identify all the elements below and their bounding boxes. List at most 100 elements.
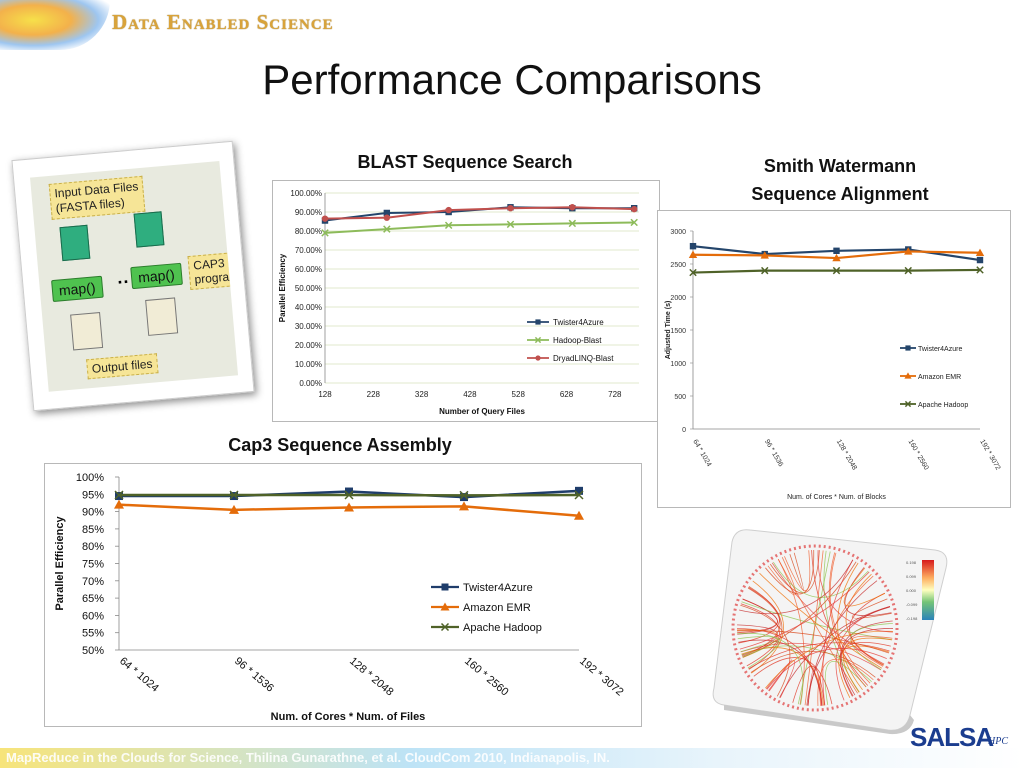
- x-tick-label: 192 * 3072: [978, 439, 1001, 472]
- data-point: [440, 622, 450, 632]
- legend-entry: Twister4Azure: [900, 345, 962, 353]
- y-tick-label: 60.00%: [295, 265, 322, 274]
- data-point: [568, 219, 577, 228]
- circos-link: [844, 567, 892, 617]
- data-point: [575, 486, 583, 495]
- legend-entry: Amazon EMR: [900, 372, 961, 381]
- data-point-stroke: [568, 219, 577, 228]
- circos-link: [839, 642, 891, 697]
- data-point-stroke: [534, 336, 542, 344]
- y-tick-label: 30.00%: [295, 322, 322, 331]
- circos-link: [765, 550, 815, 595]
- data-point-stroke: [689, 268, 697, 277]
- legend-entry: Amazon EMR: [431, 602, 531, 614]
- y-tick-label: 20.00%: [295, 341, 322, 350]
- legend-label: Apache Hadoop: [918, 402, 968, 409]
- data-point: [506, 220, 515, 229]
- y-tick-label: 100%: [76, 472, 104, 484]
- data-point: [904, 400, 912, 408]
- circos-link: [738, 639, 823, 706]
- y-tick-label: 55%: [82, 628, 104, 640]
- cap3-chart-panel: 50% 55% 60% 65% 70% 75% 80% 85% 90% 95% 100% 64 * 1…: [44, 463, 642, 727]
- x-tick-label: 428: [463, 390, 477, 399]
- x-axis-label: Num. of Cores * Num. of Files: [271, 711, 426, 723]
- data-point: [904, 372, 912, 379]
- data-point: [689, 268, 697, 277]
- circos-link: [767, 557, 796, 596]
- data-point: [535, 355, 541, 361]
- x-tick-label: 328: [415, 390, 429, 399]
- circos-link: [750, 651, 876, 678]
- data-point: [460, 493, 468, 502]
- circos-link: [824, 661, 867, 706]
- circos-link: [843, 567, 886, 607]
- data-point: [114, 499, 124, 509]
- y-tick-label: 80.00%: [295, 227, 322, 236]
- data-point: [507, 205, 514, 212]
- data-point-stroke: [574, 490, 584, 500]
- footer-citation: MapReduce in the Clouds for Science, Thi…: [6, 750, 610, 765]
- x-tick-label: 728: [608, 390, 622, 399]
- data-point: [440, 602, 450, 611]
- legend-label: Twister4Azure: [553, 318, 604, 327]
- data-point-stroke: [321, 229, 329, 237]
- legend-entry: DryadLINQ-Blast: [527, 354, 614, 363]
- series-line: [324, 221, 635, 234]
- series-apache-hadoop: [114, 490, 584, 500]
- x-tick-label: 528: [512, 390, 526, 399]
- circos-link: [842, 637, 893, 693]
- x-tick-label: 192 * 3072: [577, 655, 625, 698]
- x-tick-label: 64 * 1024: [691, 439, 712, 469]
- logo-graphic: [0, 0, 110, 50]
- data-point: [114, 490, 124, 500]
- circos-link: [804, 550, 824, 706]
- data-point: [229, 490, 239, 500]
- data-point: [904, 266, 912, 275]
- data-point: [383, 209, 391, 217]
- data-point: [760, 251, 769, 259]
- scale-label: 0.198: [906, 560, 917, 565]
- data-point: [761, 266, 769, 275]
- blast-chart-panel: 0.00% 10.00% 20.00% 30.00% 40.00% 50.00% 60.00…: [272, 180, 660, 422]
- circos-link: [771, 562, 885, 665]
- circos-link: [828, 552, 867, 688]
- y-tick-label: 0.00%: [299, 379, 322, 388]
- x-tick-label: 628: [560, 390, 574, 399]
- circos-link: [851, 598, 892, 619]
- legend-entry: Apache Hadoop: [900, 400, 968, 409]
- circos-link: [741, 601, 893, 641]
- cap3-chart: 50% 55% 60% 65% 70% 75% 80% 85% 90% 95% 100% 64 * 1…: [54, 472, 626, 723]
- data-point: [832, 253, 841, 262]
- circos-link: [817, 658, 874, 706]
- output-files-label: Output files: [86, 353, 159, 380]
- y-tick-label: 50.00%: [295, 284, 322, 293]
- x-axis-label: Num. of Cores * Num. of Blocks: [787, 494, 886, 501]
- series-line: [324, 206, 635, 220]
- data-point: [383, 225, 391, 233]
- legend-entry: Twister4Azure: [431, 582, 533, 594]
- circos-link: [850, 635, 893, 667]
- legend-label: Twister4Azure: [918, 346, 962, 353]
- data-point-stroke: [904, 266, 912, 275]
- x-tick-label: 64 * 1024: [117, 655, 161, 694]
- data-point: [975, 248, 985, 256]
- data-point-stroke: [459, 490, 469, 500]
- data-point-stroke: [440, 622, 450, 632]
- blast-chart: 0.00% 10.00% 20.00% 30.00% 40.00% 50.00% 60.00…: [278, 189, 639, 416]
- x-tick-label: 128: [318, 390, 332, 399]
- circos-link: [739, 571, 870, 650]
- x-tick-label: 228: [367, 390, 381, 399]
- circos-link: [789, 552, 805, 591]
- y-tick-label: 90.00%: [295, 208, 322, 217]
- circos-link: [737, 630, 889, 654]
- output-file-icon: [70, 312, 104, 351]
- data-point: [383, 214, 391, 221]
- data-point: [345, 487, 353, 496]
- diagram-photo: Input Data Files (FASTA files) map() ·· …: [11, 140, 255, 412]
- smith-title: Smith Watermann Sequence Alignment: [751, 156, 929, 204]
- data-point: [321, 215, 329, 222]
- y-tick-label: 85%: [82, 524, 104, 536]
- salsa-logo-sub: HPC: [988, 736, 1008, 747]
- y-tick-label: 40.00%: [295, 303, 322, 312]
- circos-visualization: 0.198 0.099 0.000 -0.099 -0.198: [712, 529, 948, 735]
